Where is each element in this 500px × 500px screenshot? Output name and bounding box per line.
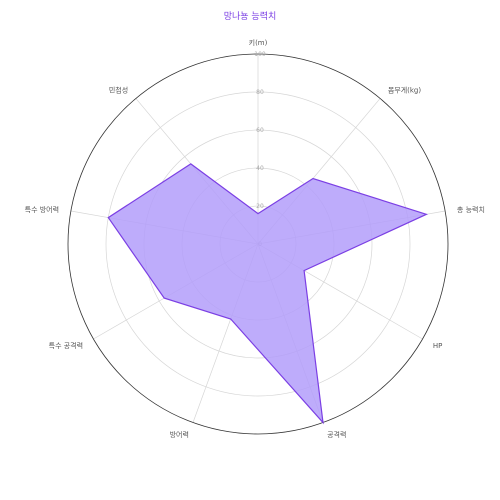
axis-label-0: 키(m) — [249, 38, 268, 47]
axis-label-4: 공격력 — [327, 431, 346, 439]
axis-label-1: 몸무게(kg) — [388, 85, 422, 94]
series-area — [107, 163, 429, 425]
chart-title: 망나뇽 능력치 — [223, 12, 277, 22]
axis-label-3: HP — [433, 342, 443, 350]
axis-label-8: 민첩성 — [109, 85, 128, 94]
outer-circle — [67, 53, 449, 435]
r-tick-label-60: 60 — [256, 127, 264, 134]
axis-label-2: 총 능력치 — [457, 205, 485, 214]
r-tick-label-100: 100 — [254, 51, 266, 58]
r-tick-label-40: 40 — [256, 165, 264, 172]
r-tick-label-20: 20 — [256, 203, 264, 210]
axis-label-7: 특수 방어력 — [25, 205, 59, 214]
r-tick-label-80: 80 — [256, 89, 264, 96]
axis-label-6: 특수 공격력 — [49, 342, 83, 350]
axis-label-5: 방어력 — [170, 430, 189, 439]
